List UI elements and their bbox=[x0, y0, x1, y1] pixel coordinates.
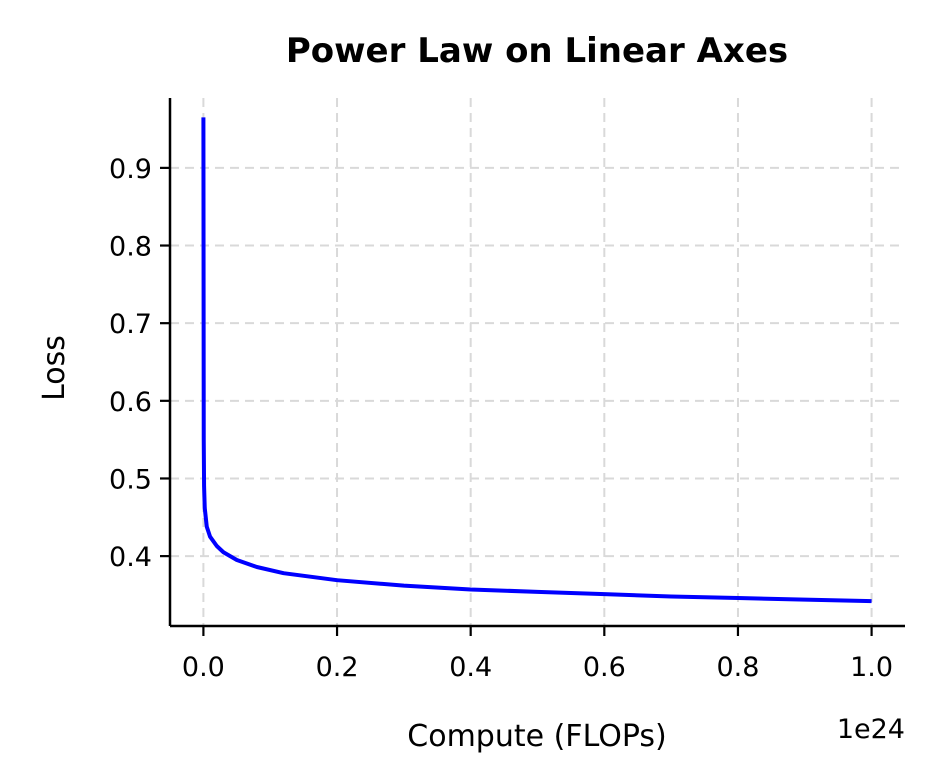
x-axis-offset-label: 1e24 bbox=[837, 714, 905, 745]
y-tick-label: 0.4 bbox=[109, 542, 152, 573]
y-tick-label: 0.5 bbox=[109, 464, 152, 495]
series-line bbox=[201, 117, 872, 604]
series-layer bbox=[201, 117, 872, 604]
x-tick-label: 0.2 bbox=[316, 652, 359, 683]
chart-title: Power Law on Linear Axes bbox=[286, 31, 788, 71]
x-axis-label: Compute (FLOPs) bbox=[407, 719, 666, 754]
x-tick-label: 1.0 bbox=[850, 652, 893, 683]
y-tick-label: 0.8 bbox=[109, 232, 152, 263]
x-tick-label: 0.6 bbox=[583, 652, 626, 683]
y-axis-label: Loss bbox=[37, 335, 72, 401]
axes-spines bbox=[168, 98, 905, 628]
ticks-layer: 0.0 0.2 0.4 0.6 0.8 1.0 0.4 0.5 0.6 0.7 0.8 0.9 bbox=[109, 154, 893, 683]
x-tick-label: 0.0 bbox=[182, 652, 225, 683]
grid-layer bbox=[170, 98, 905, 626]
y-tick-label: 0.9 bbox=[109, 154, 152, 185]
y-tick-label: 0.6 bbox=[109, 387, 152, 418]
x-tick-label: 0.4 bbox=[449, 652, 492, 683]
x-tick-label: 0.8 bbox=[716, 652, 759, 683]
y-tick-label: 0.7 bbox=[109, 309, 152, 340]
